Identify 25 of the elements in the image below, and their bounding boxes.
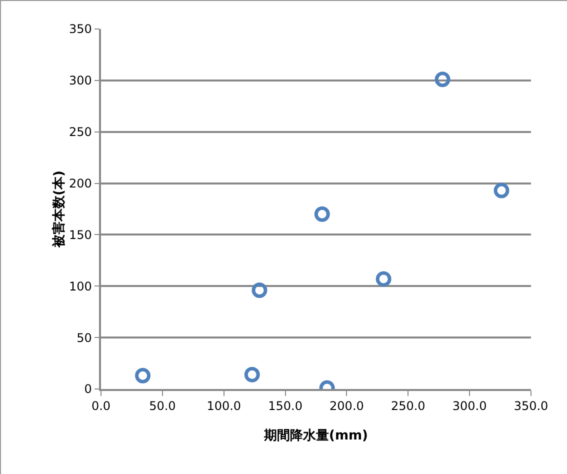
x-axis-title: 期間降水量(mm) [263, 428, 368, 444]
y-tick-label: 200 [68, 176, 92, 190]
x-tick-label: 350.0 [514, 399, 548, 414]
point [244, 366, 260, 382]
point [252, 282, 268, 298]
y-tick-label: 250 [68, 125, 92, 140]
point [314, 206, 330, 222]
x-tick-label: 50.0 [149, 399, 176, 414]
y-tick-label: 100 [68, 279, 92, 294]
y-tick-label: 150 [68, 228, 92, 242]
y-tick-label: 300 [68, 74, 92, 88]
y-axis-title: 被害本数(本) [50, 170, 67, 248]
x-tick-label: 300.0 [452, 399, 487, 414]
x-tick-label: 150.0 [268, 399, 302, 414]
point [376, 271, 392, 287]
x-tick-label: 250.0 [390, 399, 426, 414]
y-tick-label: 0 [84, 382, 92, 396]
x-tick-label: 100.0 [206, 399, 242, 414]
x-tick-label: 0.0 [91, 399, 111, 414]
x-tick-label: 200.0 [330, 399, 364, 414]
point [135, 368, 151, 384]
y-tick-label: 350 [68, 22, 92, 36]
point [494, 182, 510, 198]
y-tick-label: 50 [76, 330, 92, 345]
point [434, 72, 450, 88]
